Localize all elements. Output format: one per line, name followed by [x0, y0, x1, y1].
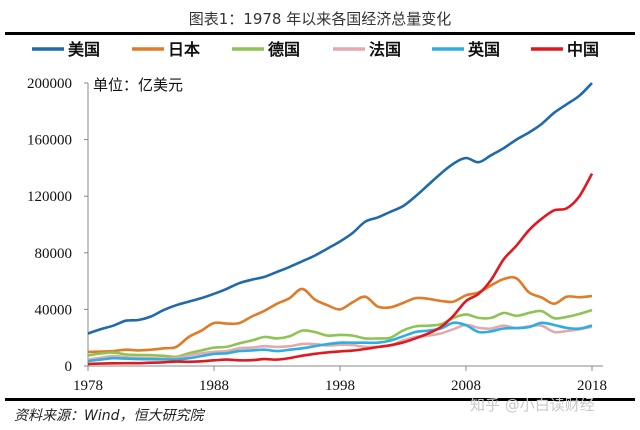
- legend-item: 美国: [32, 40, 100, 59]
- footer-divider: [5, 398, 635, 401]
- legend-item: 日本: [132, 40, 200, 59]
- title-divider: [5, 32, 635, 35]
- legend-item: 中国: [531, 40, 599, 59]
- axes: 0 40000 80000 120000 160000 200000 1978 1988 199…: [27, 76, 607, 394]
- y-tick-label: 80000: [35, 246, 73, 262]
- x-tick-label: 2008: [451, 378, 481, 394]
- legend-label: 美国: [68, 40, 100, 59]
- series-line-2: [87, 308, 593, 359]
- legend-label: 德国: [268, 40, 300, 59]
- y-tick-label: 160000: [27, 133, 72, 149]
- x-tick-label: 2018: [577, 378, 607, 394]
- legend-label: 英国: [467, 40, 500, 59]
- y-tick-label: 0: [65, 359, 73, 375]
- legend-item: 德国: [232, 40, 300, 59]
- unit-label: 单位：亿美元: [93, 76, 183, 94]
- x-tick-label: 1998: [325, 378, 355, 394]
- legend-label: 中国: [567, 40, 599, 59]
- legend-label: 日本: [168, 40, 200, 59]
- x-tick-label: 1988: [199, 378, 229, 394]
- legend-label: 法国: [369, 40, 401, 59]
- source-note: 资料来源：Wind，恒大研究院: [14, 408, 205, 424]
- x-tick-label: 1978: [73, 378, 103, 394]
- legend-item: 法国: [333, 40, 401, 59]
- series-line-0: [87, 82, 593, 335]
- y-tick-label: 120000: [27, 189, 72, 205]
- y-tick-label: 40000: [35, 302, 73, 318]
- series-line-4: [87, 321, 593, 363]
- series-lines: [87, 82, 594, 366]
- series-line-1: [87, 275, 593, 354]
- series-line-5: [87, 172, 594, 366]
- y-tick-label: 200000: [27, 76, 72, 92]
- legend-item: 英国: [432, 40, 500, 59]
- legend: 美国 日本 德国 法国 英国 中国: [32, 40, 599, 59]
- chart-title: 图表1：1978 年以来各国经济总量变化: [189, 10, 452, 28]
- watermark: 知乎 @小白读财经: [470, 396, 595, 414]
